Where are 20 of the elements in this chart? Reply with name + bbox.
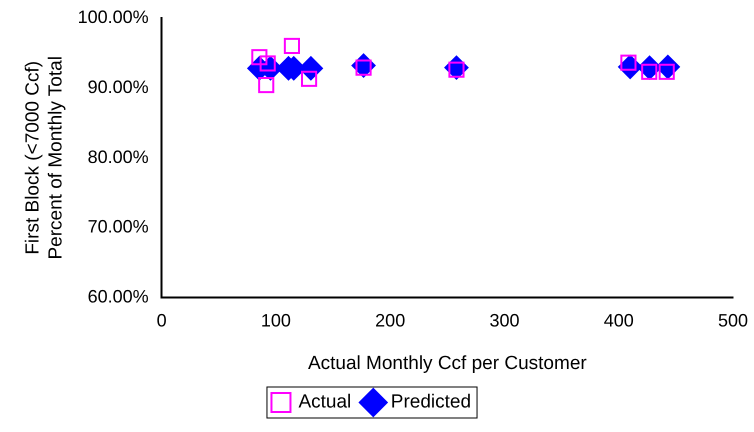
y-tick-label: 100.00% (78, 6, 149, 27)
point (284, 38, 300, 54)
y-tick-label: 90.00% (88, 76, 149, 97)
x-axis-title: Actual Monthly Ccf per Customer (308, 352, 588, 374)
legend-label: Predicted (390, 392, 472, 413)
point (260, 55, 276, 72)
legend-label: Actual (298, 392, 352, 413)
y-tick-label: 80.00% (88, 146, 149, 167)
y-axis-title: First Block (<7000 Ccf) Percent of Monthly Total (22, 56, 66, 260)
point (300, 70, 318, 87)
x-tick-label: 500 (718, 310, 748, 330)
x-tick-label: 200 (375, 310, 406, 330)
x-tick-label: 400 (604, 310, 634, 330)
x-tick-label: 100 (260, 310, 291, 330)
y-tick-label: 70.00% (88, 216, 149, 237)
point (258, 77, 274, 94)
y-tick-label: 60.00% (88, 286, 149, 307)
x-tick-label: 300 (489, 310, 520, 330)
x-tick-label: 0 (156, 310, 167, 330)
point (251, 49, 268, 66)
